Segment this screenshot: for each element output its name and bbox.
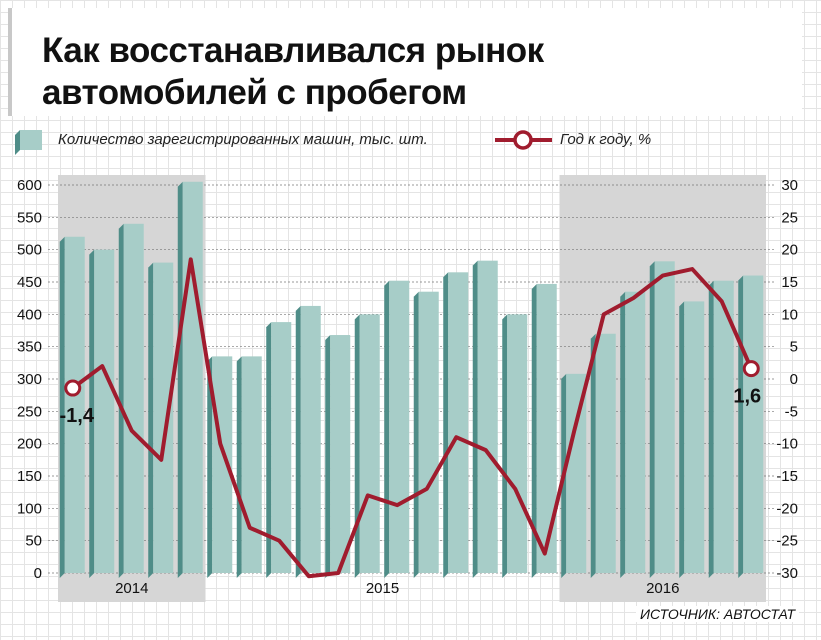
chart-title: Как восстанавливался рынок автомобилей с… — [42, 30, 742, 114]
bar-side — [89, 249, 95, 578]
right-tick-label: 5 — [790, 339, 798, 356]
bar-side — [354, 314, 360, 578]
right-tick-label: 15 — [781, 274, 798, 291]
left-tick-label: 50 — [25, 533, 42, 550]
yoy-line — [71, 257, 754, 579]
bar-side — [59, 236, 65, 578]
bar-side — [295, 305, 301, 578]
right-tick-label: 25 — [781, 209, 798, 226]
right-tick-label: -10 — [776, 436, 798, 453]
bar — [684, 301, 705, 573]
year-label: 2014 — [115, 580, 148, 597]
legend-bar-swatch-side — [15, 130, 20, 155]
yoy-marker — [742, 360, 760, 378]
bar-side — [207, 356, 213, 578]
bar — [300, 305, 321, 573]
bar-side — [620, 291, 626, 578]
bar — [713, 280, 734, 573]
year-label: 2015 — [366, 580, 399, 597]
bar-side — [679, 301, 685, 578]
left-tick-label: 250 — [17, 403, 42, 420]
bar — [94, 249, 115, 573]
bar — [153, 262, 174, 573]
bar-side — [649, 261, 655, 578]
bar-side — [177, 181, 183, 578]
left-tick-label: 450 — [17, 274, 42, 291]
right-tick-label: -20 — [776, 500, 798, 517]
bar — [566, 373, 587, 573]
left-tick-label: 0 — [34, 565, 42, 582]
right-tick-label: 30 — [781, 177, 798, 194]
bar-side — [148, 262, 154, 578]
bar-side — [472, 260, 478, 578]
bar-side — [325, 335, 331, 578]
bar-side — [531, 283, 537, 578]
bar — [654, 261, 675, 573]
bar-side — [738, 275, 744, 578]
bar-side — [118, 223, 124, 579]
legend-bars-label: Количество зарегистрированных машин, тыс… — [58, 131, 428, 148]
left-tick-label: 350 — [17, 339, 42, 356]
bar — [625, 291, 646, 573]
bar-side — [384, 280, 390, 578]
bar-side — [590, 333, 596, 578]
bar — [330, 335, 351, 573]
left-tick-label: 200 — [17, 436, 42, 453]
title-box: Как восстанавливался рынок автомобилей с… — [8, 8, 802, 116]
bar-side — [502, 314, 508, 578]
bar-side — [708, 280, 714, 578]
left-tick-label: 500 — [17, 242, 42, 259]
bar — [448, 272, 469, 573]
bar — [477, 260, 498, 573]
right-tick-label: 10 — [781, 306, 798, 323]
source-note: ИСТОЧНИК: АВТОСТАТ — [635, 606, 799, 622]
bar-side — [443, 272, 449, 578]
chart-title-line-2: автомобилей с пробегом — [42, 73, 467, 112]
bar — [595, 333, 616, 573]
right-tick-label: -5 — [785, 403, 798, 420]
bar — [743, 275, 764, 573]
left-tick-label: 600 — [17, 177, 42, 194]
bar — [241, 356, 262, 573]
left-tick-label: 100 — [17, 500, 42, 517]
right-tick-label: 20 — [781, 242, 798, 259]
left-tick-label: 400 — [17, 306, 42, 323]
bar — [182, 181, 203, 573]
year-label: 2016 — [646, 580, 679, 597]
bar-side — [413, 291, 419, 578]
bar-side — [266, 322, 272, 578]
left-tick-label: 550 — [17, 209, 42, 226]
data-label: 1,6 — [733, 386, 761, 408]
bar — [271, 322, 292, 573]
right-tick-label: -30 — [776, 565, 798, 582]
legend-line-marker — [513, 130, 533, 150]
left-tick-label: 150 — [17, 468, 42, 485]
left-tick-label: 300 — [17, 371, 42, 388]
bar — [389, 280, 410, 573]
bar-side — [236, 356, 242, 578]
right-tick-label: -15 — [776, 468, 798, 485]
legend-bar-swatch — [20, 130, 42, 150]
bar — [418, 291, 439, 573]
bar — [507, 314, 528, 573]
chart-title-line-1: Как восстанавливался рынок — [42, 31, 544, 70]
bar — [64, 236, 85, 573]
bar — [212, 356, 233, 573]
legend-line-label: Год к году, % — [560, 131, 652, 148]
right-tick-label: 0 — [790, 371, 798, 388]
right-tick-label: -25 — [776, 533, 798, 550]
data-label: -1,4 — [60, 405, 95, 427]
yoy-marker — [64, 379, 82, 397]
bar — [123, 223, 144, 574]
bar — [359, 314, 380, 573]
bar — [536, 283, 557, 573]
